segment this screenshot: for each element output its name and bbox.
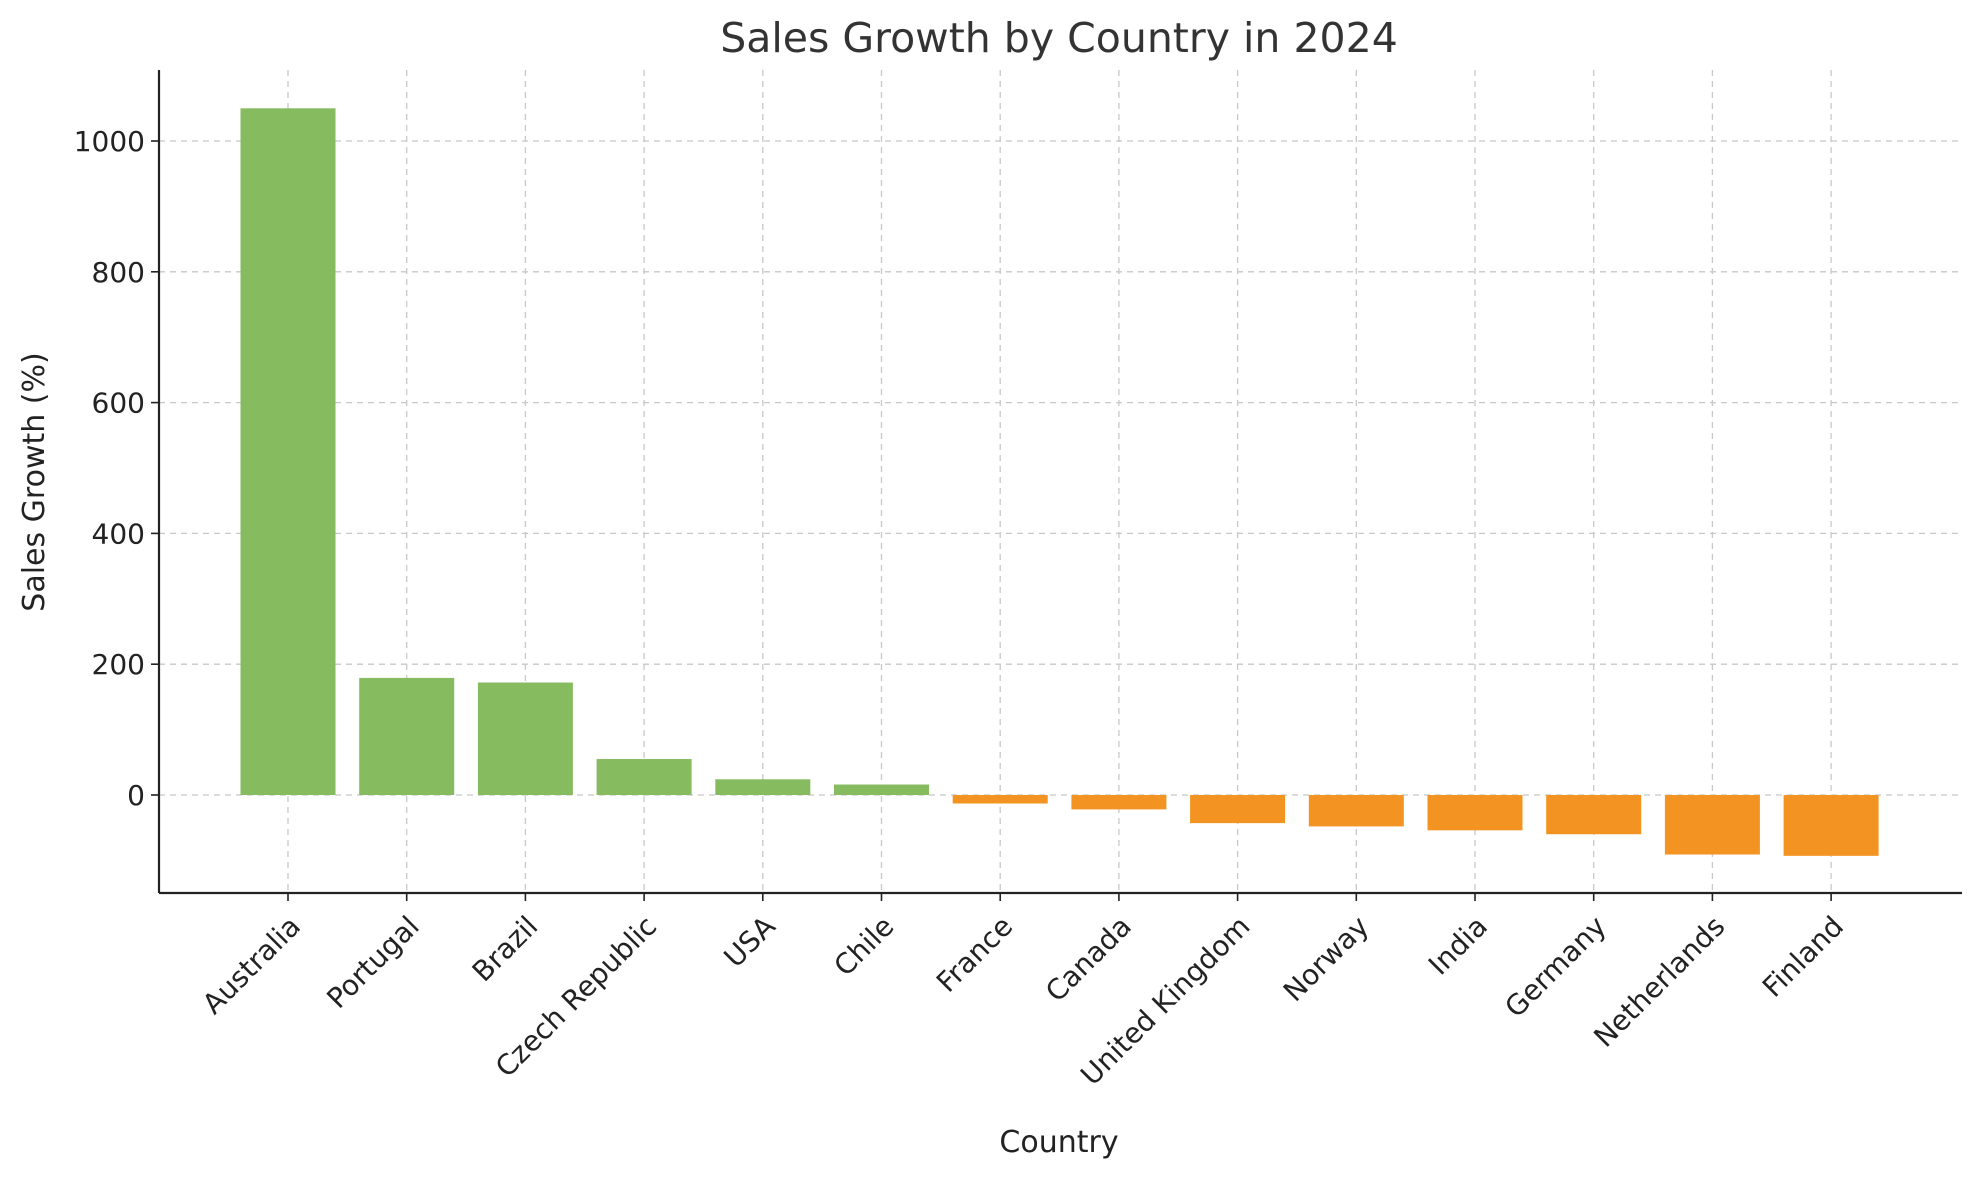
y-tick-label: 0	[127, 779, 145, 812]
bar-czech-republic	[596, 759, 692, 795]
x-gridlines	[287, 70, 1832, 893]
y-tick-label: 800	[92, 256, 145, 289]
x-tick-label: India	[1422, 910, 1494, 982]
y-tick-labels: 0 200 400 600 800 1000	[74, 125, 159, 812]
x-tick-label: Germany	[1498, 910, 1612, 1024]
bar-finland	[1783, 795, 1879, 856]
y-tick-label: 600	[92, 387, 145, 420]
chart-title: Sales Growth by Country in 2024	[720, 14, 1398, 62]
x-tick-label: Canada	[1039, 910, 1138, 1009]
bar-germany	[1546, 795, 1642, 835]
x-tick-label: Chile	[828, 910, 901, 983]
bar-norway	[1308, 795, 1404, 827]
bar-portugal	[359, 677, 455, 795]
bar-usa	[715, 779, 811, 795]
bar-netherlands	[1664, 795, 1760, 855]
x-tick-label: USA	[717, 910, 781, 974]
bar-canada	[1071, 795, 1167, 810]
bar-united-kingdom	[1190, 795, 1286, 824]
y-gridlines	[159, 140, 1962, 796]
x-tick-label: Australia	[196, 910, 307, 1021]
x-tick-label: Finland	[1756, 910, 1850, 1004]
x-tick-label: France	[930, 910, 1019, 999]
x-axis-label: Country	[999, 1125, 1118, 1160]
y-tick-label: 200	[92, 648, 145, 681]
x-tick-label: Brazil	[466, 910, 545, 989]
x-tick-label: Norway	[1277, 910, 1375, 1008]
bar-france	[952, 795, 1048, 804]
bars	[240, 108, 1879, 856]
x-tick-label: Portugal	[320, 910, 425, 1015]
bar-chile	[834, 784, 929, 795]
y-axis-label: Sales Growth (%)	[17, 352, 52, 611]
y-tick-label: 400	[92, 517, 145, 550]
bar-brazil	[477, 682, 573, 795]
bar-india	[1427, 795, 1523, 831]
bar-australia	[240, 108, 336, 796]
y-tick-label: 1000	[74, 125, 145, 158]
